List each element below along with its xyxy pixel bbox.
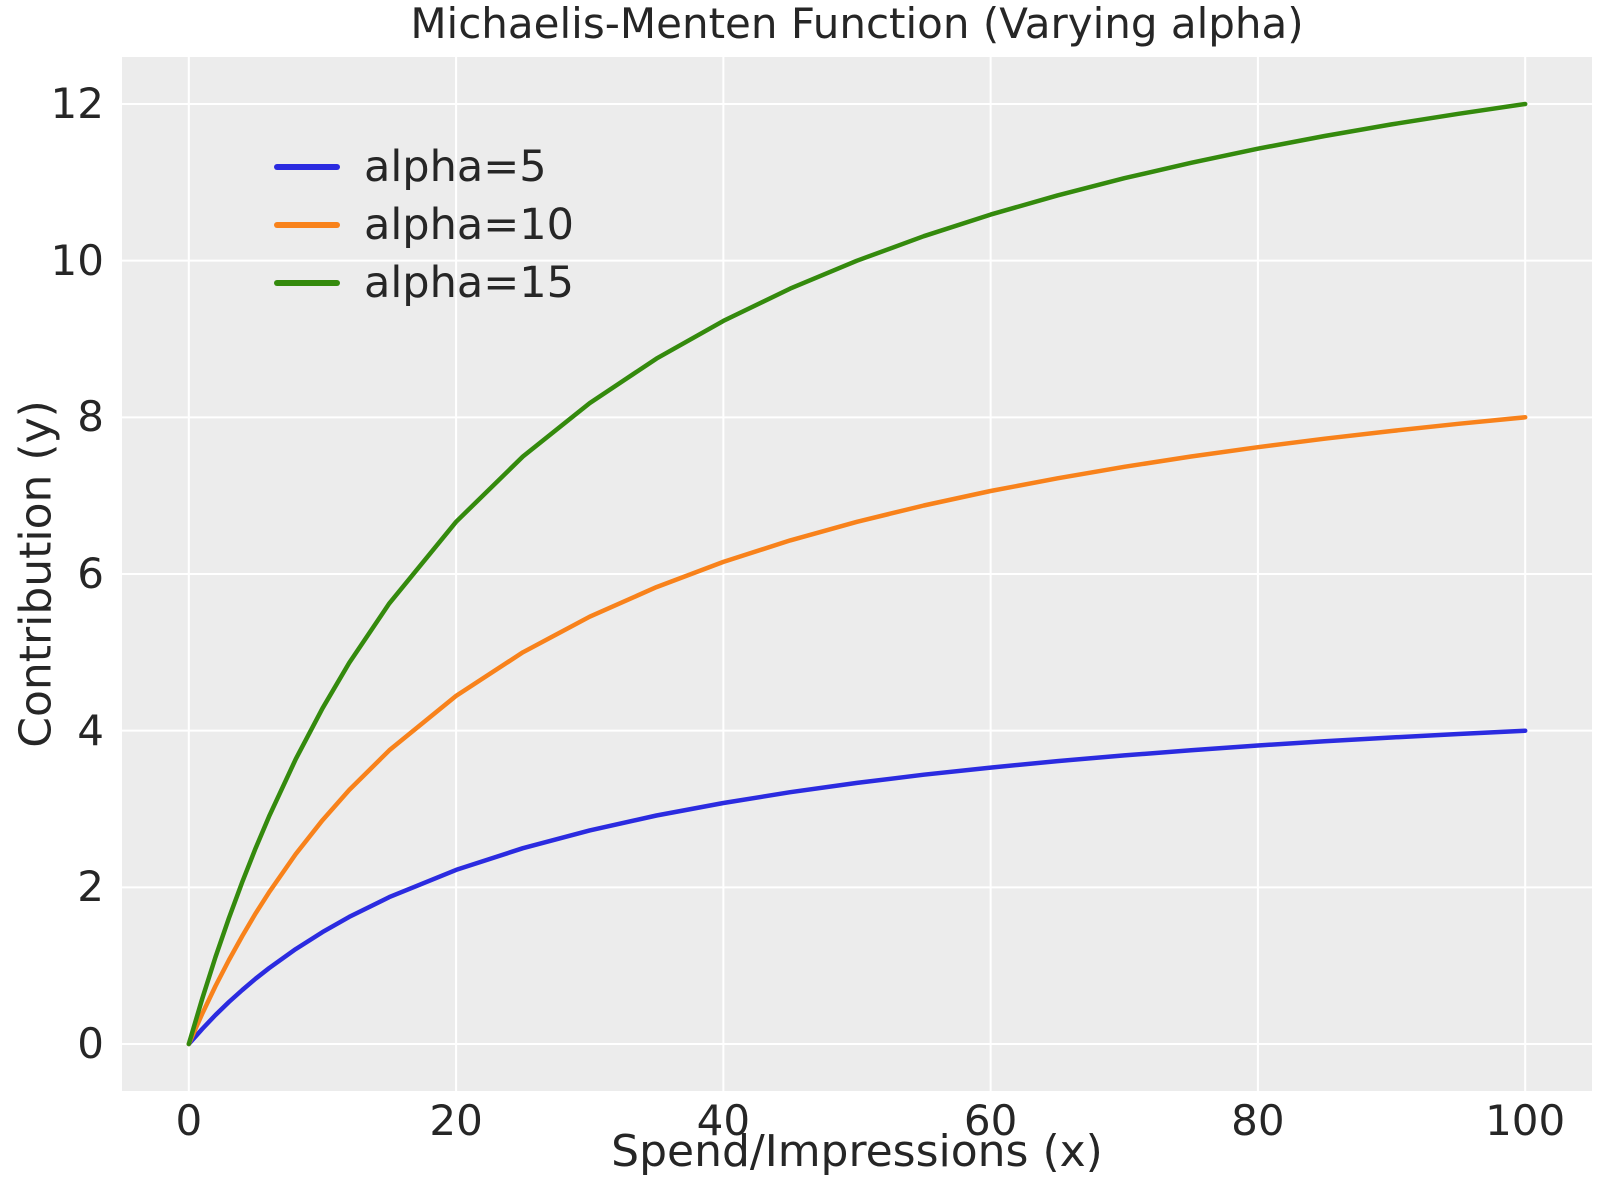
x-tick-label: 40 bbox=[696, 1096, 751, 1145]
y-tick-label: 6 bbox=[77, 549, 104, 598]
x-axis-label: Spend/Impressions (x) bbox=[611, 1126, 1103, 1177]
chart-title: Michaelis-Menten Function (Varying alpha… bbox=[410, 0, 1304, 48]
legend-label: alpha=5 bbox=[364, 142, 547, 192]
plot-canvas bbox=[122, 57, 1592, 1091]
x-tick-label: 60 bbox=[963, 1096, 1018, 1145]
plot-area: alpha=5 alpha=10 alpha=15 bbox=[122, 57, 1592, 1091]
x-tick-label: 0 bbox=[175, 1096, 203, 1145]
legend-line-swatch bbox=[274, 280, 340, 286]
x-tick-label: 100 bbox=[1485, 1096, 1566, 1145]
legend-row: alpha=10 bbox=[274, 196, 574, 254]
y-tick-label: 4 bbox=[77, 705, 104, 755]
legend-row: alpha=15 bbox=[274, 254, 574, 312]
legend: alpha=5 alpha=10 alpha=15 bbox=[274, 138, 574, 312]
y-tick-label: 8 bbox=[77, 392, 104, 442]
y-tick-label: 0 bbox=[77, 1019, 104, 1068]
y-axis-label: Contribution (y) bbox=[10, 400, 62, 748]
y-tick-label: 2 bbox=[77, 862, 104, 912]
series-line-alpha=15 bbox=[186, 101, 1528, 1047]
legend-label: alpha=10 bbox=[364, 200, 574, 250]
legend-line-swatch bbox=[274, 222, 340, 228]
x-tick-label: 80 bbox=[1231, 1096, 1285, 1145]
legend-label: alpha=15 bbox=[364, 258, 574, 308]
x-tick-label: 20 bbox=[429, 1096, 483, 1145]
y-tick-label: 10 bbox=[50, 235, 104, 285]
legend-row: alpha=5 bbox=[274, 138, 574, 196]
series-line-alpha=5 bbox=[186, 728, 1528, 1047]
legend-line-swatch bbox=[274, 164, 340, 170]
y-tick-label: 12 bbox=[50, 79, 104, 128]
series-line-alpha=10 bbox=[186, 415, 1528, 1047]
